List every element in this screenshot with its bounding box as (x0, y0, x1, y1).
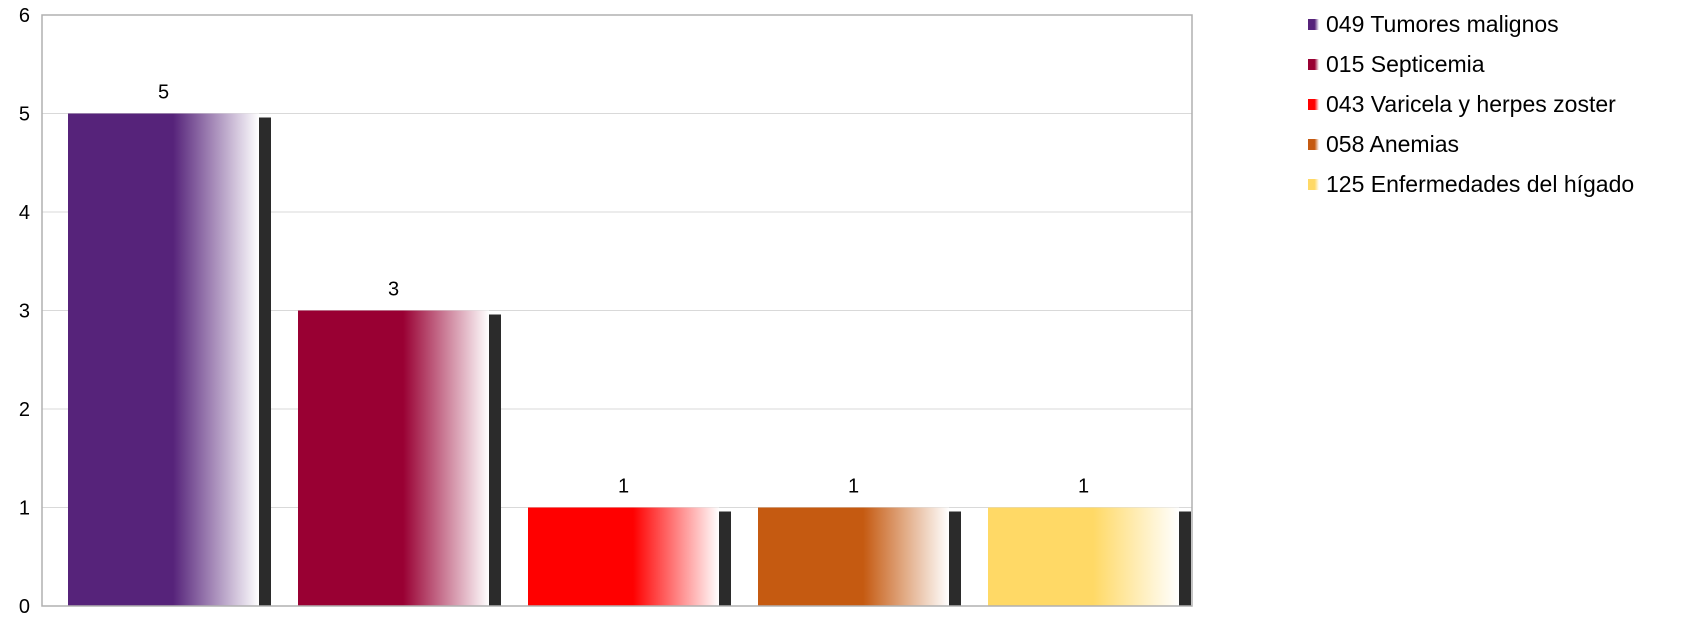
bar (988, 507, 1179, 606)
y-tick-label: 0 (19, 596, 30, 617)
bar-group (68, 113, 271, 606)
y-tick-label: 5 (19, 104, 30, 126)
legend-swatch (1308, 178, 1319, 190)
legend-label: 043 Varicela y herpes zoster (1326, 90, 1616, 117)
bar-shadow (717, 511, 731, 606)
legend-label: 049 Tumores malignos (1326, 10, 1559, 37)
y-tick-label: 3 (19, 301, 30, 323)
bars (68, 113, 1191, 606)
data-labels: 5 3 1 1 1 (158, 82, 1089, 498)
bar (758, 507, 949, 606)
bar-chart: 0 1 2 3 4 5 6 5 3 1 1 1 (19, 5, 1193, 617)
data-label: 3 (388, 279, 399, 301)
legend-item: 043 Varicela y herpes zoster (1308, 84, 1634, 124)
bar-group (758, 507, 961, 606)
y-tick-label: 6 (19, 5, 30, 27)
legend-item: 049 Tumores malignos (1308, 4, 1634, 44)
legend-label: 058 Anemias (1326, 130, 1459, 157)
bar (298, 310, 489, 606)
legend-item: 015 Septicemia (1308, 44, 1634, 84)
bar-shadow (1177, 511, 1191, 606)
bar-shadow (487, 314, 501, 606)
legend-item: 058 Anemias (1308, 124, 1634, 164)
y-tick-label: 4 (19, 202, 30, 224)
data-label: 5 (158, 82, 169, 104)
bar-shadow (257, 117, 271, 606)
bar (528, 507, 719, 606)
y-tick-label: 2 (19, 399, 30, 421)
bar-shadow (947, 511, 961, 606)
legend-label: 015 Septicemia (1326, 50, 1485, 77)
legend-swatch (1308, 18, 1319, 30)
legend-label: 125 Enfermedades del hígado (1326, 170, 1635, 197)
legend-swatch (1308, 138, 1319, 150)
y-axis-tick-labels: 0 1 2 3 4 5 6 (19, 5, 30, 617)
plot-area-border (41, 14, 1193, 607)
legend-swatch (1308, 98, 1319, 110)
data-label: 1 (1078, 476, 1089, 498)
legend-swatch (1308, 58, 1319, 70)
bar-group (298, 310, 501, 606)
bar-group (988, 507, 1191, 606)
y-tick-label: 1 (19, 498, 30, 520)
bar-group (528, 507, 731, 606)
bar (68, 113, 259, 606)
data-label: 1 (848, 476, 859, 498)
legend-item: 125 Enfermedades del hígado (1308, 164, 1634, 204)
data-label: 1 (618, 476, 629, 498)
legend: 049 Tumores malignos 015 Septicemia 043 … (1308, 4, 1634, 204)
